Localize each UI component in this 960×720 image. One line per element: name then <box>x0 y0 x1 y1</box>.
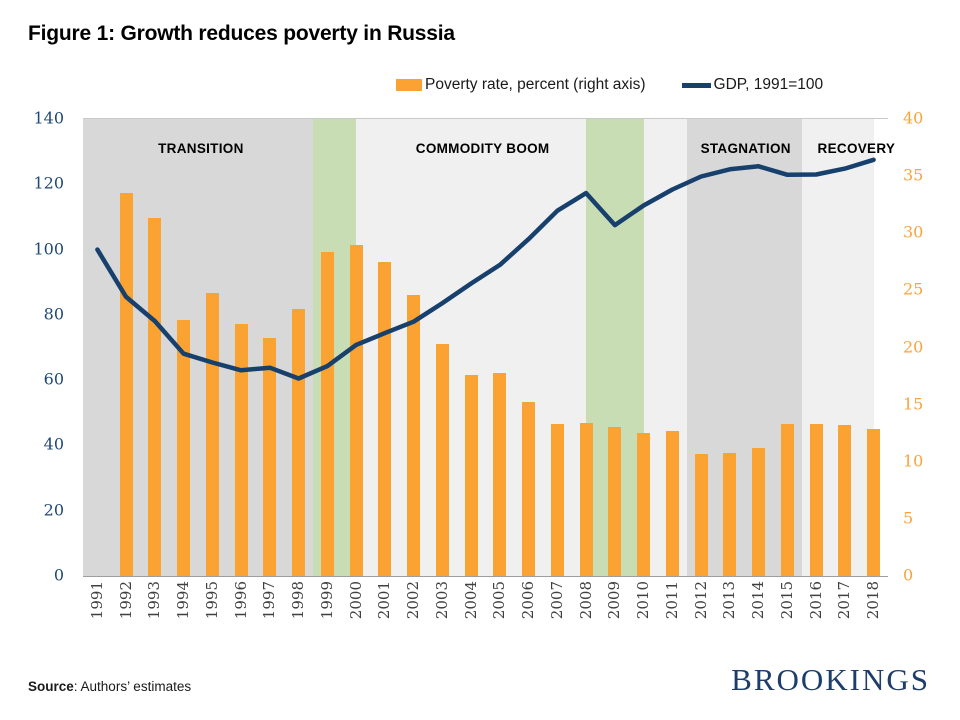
left-axis-tick-80: 80 <box>43 304 64 324</box>
x-axis-label-2001: 2001 <box>375 581 394 620</box>
x-axis-label-1996: 1996 <box>231 581 250 620</box>
plot-area: TRANSITION COMMODITY BOOM STAGNATION RECOVE… <box>83 118 895 577</box>
x-axis-label-2000: 2000 <box>346 581 365 620</box>
x-axis-label-1992: 1992 <box>116 581 135 620</box>
x-axis-label-1993: 1993 <box>145 581 164 620</box>
left-axis-tick-40: 40 <box>43 434 64 454</box>
poverty-bar-2005 <box>493 372 507 576</box>
legend-label-gdp: GDP, 1991=100 <box>713 76 824 93</box>
x-axis-label-1991: 1991 <box>87 581 106 620</box>
right-axis-tick-25: 25 <box>903 279 924 299</box>
right-axis-tick-40: 40 <box>903 108 924 128</box>
x-axis-label-1999: 1999 <box>317 581 336 620</box>
right-axis-tick-30: 30 <box>903 222 924 242</box>
right-axis-tick-15: 15 <box>903 394 924 414</box>
legend-item-gdp: GDP, 1991=100 <box>681 76 824 94</box>
poverty-bar-2016 <box>809 424 823 576</box>
right-axis-tick-0: 0 <box>903 565 914 585</box>
poverty-bar-2012 <box>694 453 708 576</box>
poverty-bar-1996 <box>234 323 248 576</box>
poverty-bar-1997 <box>263 338 277 576</box>
legend-item-poverty: Poverty rate, percent (right axis) <box>396 76 646 94</box>
poverty-bar-2010 <box>637 433 651 576</box>
poverty-bar-2008 <box>579 422 593 576</box>
legend-label-poverty: Poverty rate, percent (right axis) <box>425 76 646 93</box>
period-label-recovery: RECOVERY <box>817 141 896 156</box>
left-axis-tick-140: 140 <box>33 108 64 128</box>
x-axis-label-2012: 2012 <box>691 581 710 620</box>
poverty-bar-2017 <box>838 425 852 576</box>
right-axis-tick-20: 20 <box>903 337 924 356</box>
x-axis-label-2010: 2010 <box>634 581 653 620</box>
x-axis-label-2017: 2017 <box>835 581 854 620</box>
poverty-bar-1999 <box>320 251 334 576</box>
period-label-stagnation: STAGNATION <box>700 141 791 156</box>
poverty-bar-1993 <box>148 218 162 576</box>
x-axis-label-2007: 2007 <box>547 581 566 620</box>
x-axis-label-2003: 2003 <box>432 581 451 620</box>
x-axis-label-2018: 2018 <box>864 581 883 620</box>
period-label-transition: TRANSITION <box>158 141 244 156</box>
x-axis-label-2006: 2006 <box>519 581 538 620</box>
x-axis-label-2008: 2008 <box>576 581 595 620</box>
figure-title: Figure 1: Growth reduces poverty in Russ… <box>28 22 455 45</box>
x-axis-label-1998: 1998 <box>289 581 308 620</box>
x-axis-label-2009: 2009 <box>605 581 624 620</box>
poverty-bar-2003 <box>435 344 449 576</box>
poverty-bar-2009 <box>608 427 622 576</box>
x-axis-label-2013: 2013 <box>720 581 739 620</box>
source-label: Source <box>28 679 74 694</box>
x-axis-label-2016: 2016 <box>806 581 825 620</box>
x-axis-label-1994: 1994 <box>174 581 193 620</box>
poverty-bar-2011 <box>665 430 679 576</box>
x-axis-label-2015: 2015 <box>777 581 796 620</box>
brookings-logo: BROOKINGS <box>731 662 930 697</box>
poverty-bar-2001 <box>378 261 392 576</box>
x-axis-label-1997: 1997 <box>260 581 279 620</box>
line-series-swatch-icon <box>681 82 711 88</box>
period-label-commodity-boom: COMMODITY BOOM <box>415 141 550 156</box>
poverty-bar-2000 <box>349 244 363 576</box>
x-axis-label-1995: 1995 <box>202 581 221 620</box>
right-axis-tick-10: 10 <box>903 451 924 471</box>
left-axis-tick-60: 60 <box>43 369 64 389</box>
poverty-bar-2007 <box>550 424 564 576</box>
x-axis-label-2004: 2004 <box>461 581 480 620</box>
left-axis-tick-100: 100 <box>33 239 64 259</box>
poverty-bar-2013 <box>723 452 737 576</box>
left-axis-tick-20: 20 <box>43 500 64 520</box>
poverty-bar-1994 <box>177 320 191 576</box>
poverty-bar-2006 <box>522 402 536 576</box>
x-axis-label-2014: 2014 <box>749 581 768 620</box>
gdp-line-series <box>95 157 876 381</box>
right-axis-tick-5: 5 <box>903 508 914 528</box>
right-axis-tick-35: 35 <box>903 165 924 185</box>
x-axis-label-2011: 2011 <box>662 581 681 620</box>
bar-series-swatch-icon <box>396 79 422 91</box>
x-axis-label-2002: 2002 <box>404 581 423 620</box>
left-axis-tick-120: 120 <box>33 173 64 193</box>
poverty-bar-2002 <box>407 294 421 576</box>
poverty-bar-2004 <box>464 374 478 576</box>
left-axis-tick-0: 0 <box>53 565 64 585</box>
source-text: : Authors’ estimates <box>73 679 192 694</box>
source-note: Source: Authors’ estimates <box>28 679 191 694</box>
poverty-bar-2015 <box>780 424 794 576</box>
x-axis-label-2005: 2005 <box>490 581 509 620</box>
poverty-bar-2018 <box>867 428 881 576</box>
chart-legend: Poverty rate, percent (right axis) GDP, … <box>396 76 823 94</box>
poverty-bar-2014 <box>752 448 766 576</box>
